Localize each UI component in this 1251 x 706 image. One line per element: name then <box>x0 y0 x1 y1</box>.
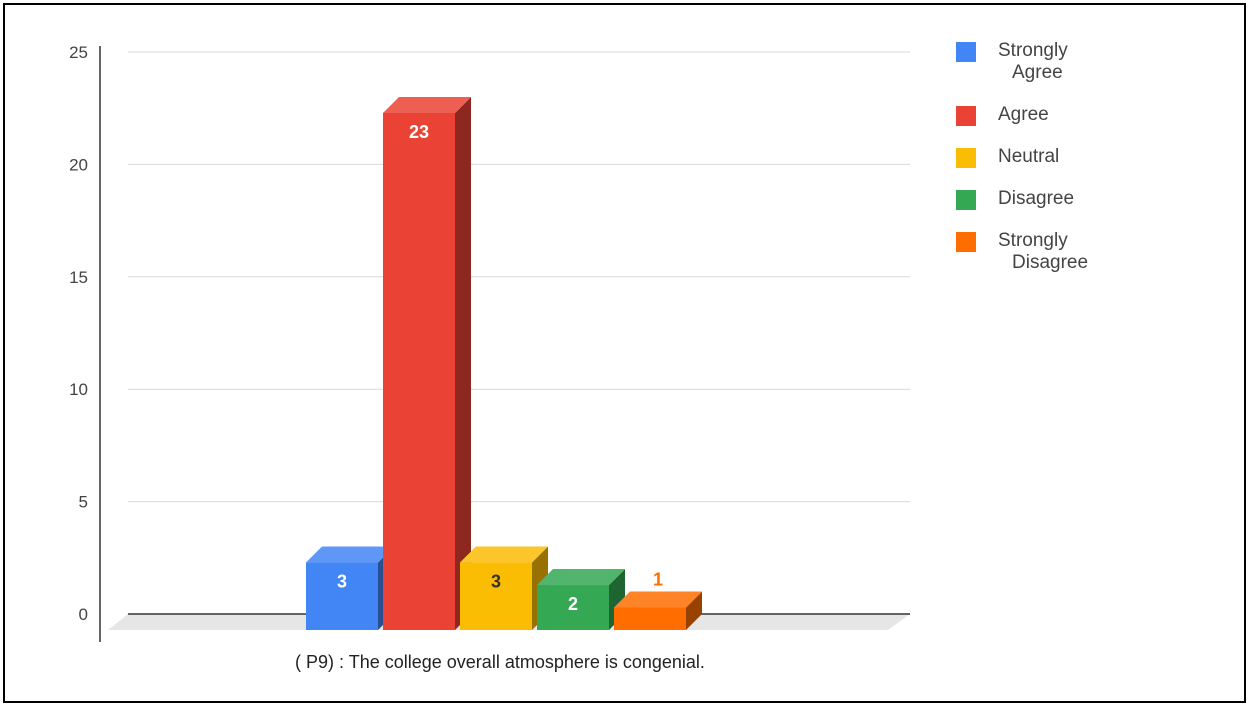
y-tick-label: 20 <box>69 155 88 174</box>
bar-side <box>455 96 471 630</box>
legend-swatch <box>956 190 976 210</box>
bar-side <box>686 591 702 630</box>
bar-top <box>614 591 702 608</box>
bar <box>460 562 532 630</box>
bar-top <box>383 96 471 113</box>
bar <box>614 607 686 630</box>
data-label: 3 <box>491 572 501 592</box>
legend-swatch <box>956 148 976 168</box>
legend-label: Agree <box>998 104 1049 125</box>
bar-top <box>460 546 548 563</box>
y-tick-label: 10 <box>69 380 88 399</box>
legend-swatch <box>956 106 976 126</box>
legend-label: Strongly Disagree <box>998 230 1089 273</box>
legend-label: Disagree <box>998 188 1075 209</box>
y-tick-label: 25 <box>69 43 88 62</box>
y-tick-label: 5 <box>79 493 88 512</box>
data-label: 23 <box>409 122 429 142</box>
x-axis-label: ( P9) : The college overall atmosphere i… <box>295 652 705 672</box>
y-tick-label: 0 <box>79 605 88 624</box>
legend-swatch <box>956 42 976 62</box>
bar <box>306 562 378 630</box>
bar-top <box>537 569 625 586</box>
data-label: 2 <box>568 594 578 614</box>
legend-swatch <box>956 232 976 252</box>
data-label: 1 <box>653 570 663 590</box>
bar <box>537 585 609 630</box>
data-label: 3 <box>337 572 347 592</box>
bar <box>383 112 455 630</box>
bar-top <box>306 546 394 563</box>
y-tick-label: 15 <box>69 268 88 287</box>
legend-label: Neutral <box>998 146 1060 167</box>
legend-label: Strongly Agree <box>998 40 1068 83</box>
